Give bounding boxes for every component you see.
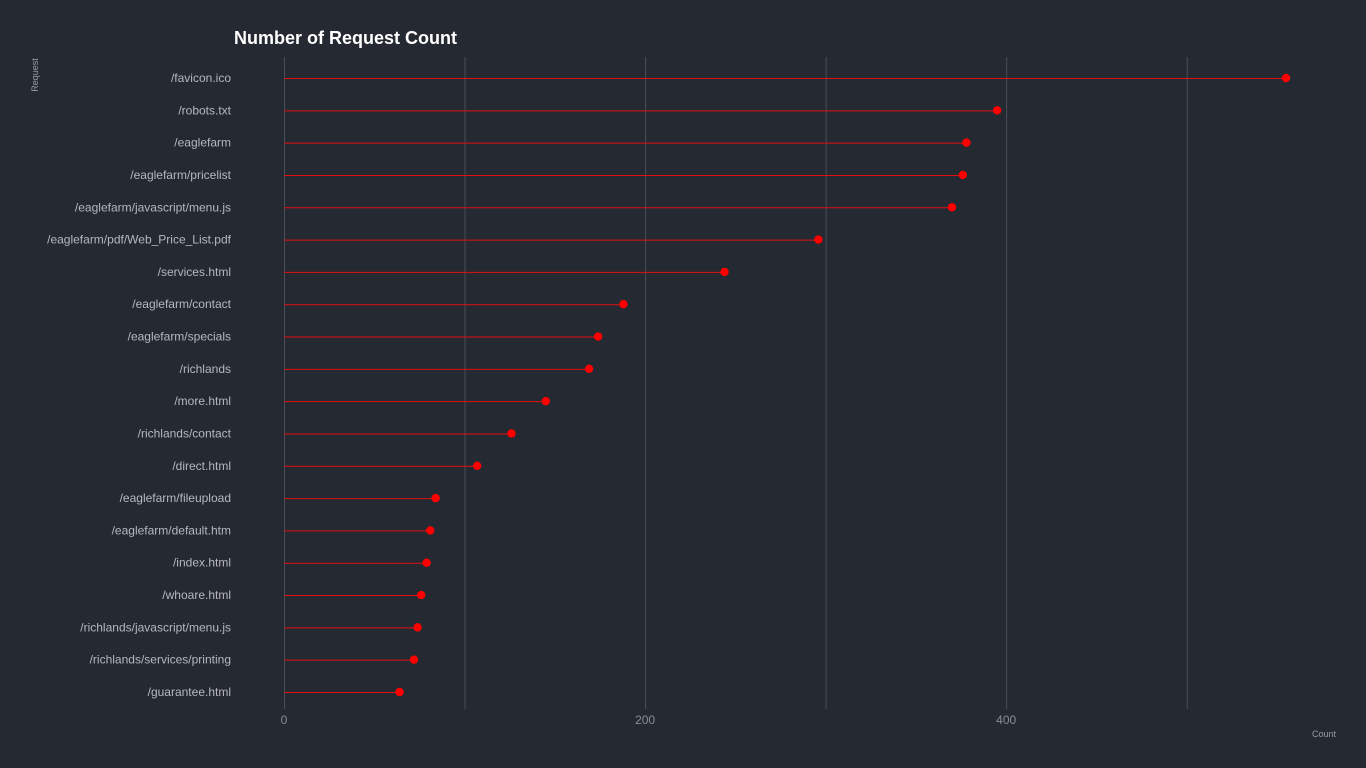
category-label: /eaglefarm: [174, 136, 231, 150]
category-label: /eaglefarm/specials: [128, 330, 231, 344]
x-tick-label-0: 0: [281, 713, 288, 727]
lollipop-point: [413, 623, 422, 632]
y-axis-title: Request: [30, 58, 40, 92]
lollipop-point: [619, 300, 628, 309]
category-label: /guarantee.html: [148, 685, 231, 699]
lollipop-point: [992, 106, 1002, 115]
marker-layer: [395, 73, 1291, 697]
category-label: /richlands: [180, 362, 231, 376]
lollipop-point: [962, 138, 971, 147]
category-label: /richlands/services/printing: [90, 653, 231, 667]
lollipop-point: [541, 396, 550, 406]
category-label: /richlands/javascript/menu.js: [80, 620, 231, 634]
category-label: /eaglefarm/pricelist: [130, 168, 231, 182]
lollipop-point: [1281, 73, 1291, 83]
x-axis-title: Count: [1312, 729, 1337, 739]
lollipop-point: [507, 429, 516, 438]
category-label: /whoare.html: [162, 588, 231, 602]
lollipop-point: [720, 267, 729, 277]
category-label: /eaglefarm/contact: [132, 297, 231, 311]
lollipop-point: [431, 493, 440, 503]
x-tick-label-400: 400: [996, 713, 1016, 727]
lollipop-point: [426, 526, 435, 535]
category-label: /robots.txt: [178, 103, 231, 117]
lollipop-point: [593, 332, 603, 341]
category-label: /direct.html: [172, 459, 231, 473]
lollipop-point: [417, 590, 426, 600]
category-label: /richlands/contact: [138, 426, 232, 440]
lollipop-point: [409, 655, 419, 664]
lollipop-point: [395, 687, 404, 697]
category-label: /eaglefarm/fileupload: [120, 491, 231, 505]
x-tick-layer: 0 200 400: [281, 713, 1017, 727]
category-label: /eaglefarm/pdf/Web_Price_List.pdf: [47, 233, 232, 247]
x-tick-label-200: 200: [635, 713, 655, 727]
chart-title: Number of Request Count: [234, 28, 457, 48]
category-label: /services.html: [158, 265, 231, 279]
grid-layer: [284, 57, 1188, 709]
lollipop-point: [422, 558, 431, 567]
category-label: /more.html: [174, 394, 231, 408]
category-label-layer: /favicon.ico/robots.txt/eaglefarm/eaglef…: [47, 71, 232, 699]
lollipop-point: [584, 364, 594, 374]
category-label: /eaglefarm/default.htm: [112, 523, 231, 537]
category-label: /index.html: [173, 556, 231, 570]
category-label: /eaglefarm/javascript/menu.js: [75, 200, 231, 214]
lollipop-point: [947, 203, 957, 212]
lollipop-point: [472, 461, 482, 470]
lollipop-point: [814, 235, 823, 244]
category-label: /favicon.ico: [171, 71, 231, 85]
lollipop-point: [958, 170, 968, 180]
stem-layer: [284, 78, 1286, 693]
